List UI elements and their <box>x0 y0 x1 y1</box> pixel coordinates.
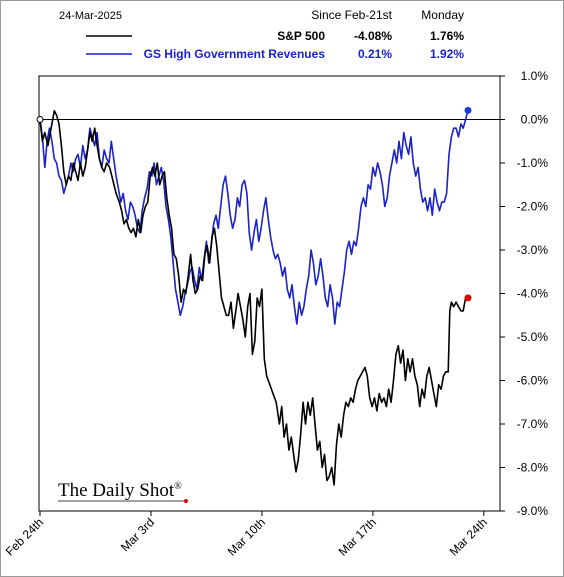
x-tick-label: Mar 17th <box>336 515 379 558</box>
x-tick-label: Feb 24th <box>3 515 46 558</box>
series-group <box>36 106 472 486</box>
brand-dot <box>184 499 188 503</box>
x-tick-label: Mar 24th <box>447 515 490 558</box>
x-tick-label: Mar 10th <box>225 515 268 558</box>
y-tick-label: -4.0% <box>517 287 549 301</box>
y-tick-label: 0.0% <box>521 113 549 127</box>
series-line-gs <box>39 110 469 325</box>
legend-since-sp500: -4.08% <box>354 29 392 43</box>
y-tick-label: -2.0% <box>517 200 549 214</box>
plot-area <box>38 75 501 512</box>
legend-monday-gs: 1.92% <box>430 47 464 61</box>
y-tick-label: -7.0% <box>517 417 549 431</box>
y-tick-label: 1.0% <box>521 69 549 83</box>
x-axis: Feb 24th Mar 3rd Mar 10th Mar 17th Mar 24th <box>3 511 490 559</box>
y-tick-label: -8.0% <box>517 461 549 475</box>
series-line-sp500 <box>39 110 468 486</box>
y-axis: 1.0% 0.0% -1.0% -2.0% -3.0% -4.0% -5.0% -6.0% -7… <box>500 69 548 518</box>
y-tick-label: -3.0% <box>517 243 549 257</box>
start-marker <box>36 116 44 123</box>
legend-since-gs: 0.21% <box>358 47 392 61</box>
y-tick-label: -5.0% <box>517 330 549 344</box>
end-marker-sp500 <box>464 294 472 302</box>
y-tick-label: -6.0% <box>517 374 549 388</box>
legend-label-gs: GS High Government Revenues <box>144 47 326 61</box>
y-tick-label: -9.0% <box>517 504 549 518</box>
x-tick-label: Mar 3rd <box>118 515 157 554</box>
y-tick-label: -1.0% <box>517 156 549 170</box>
header-monday: Monday <box>421 8 464 22</box>
legend-label-sp500: S&P 500 <box>277 29 325 43</box>
header-since: Since Feb-21st <box>311 8 392 22</box>
chart-date: 24-Mar-2025 <box>59 10 122 22</box>
legend-monday-sp500: 1.76% <box>430 29 464 43</box>
brand-logo: The Daily Shot® <box>58 480 182 501</box>
end-marker-gs <box>464 106 472 114</box>
